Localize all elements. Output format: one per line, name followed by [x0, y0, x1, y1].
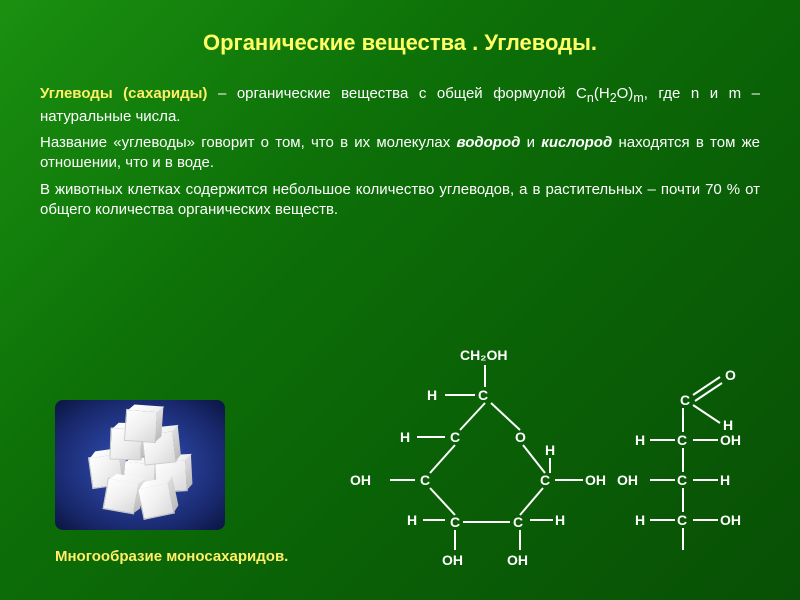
svg-text:OH: OH — [442, 552, 463, 568]
svg-text:OH: OH — [720, 512, 741, 528]
svg-text:C: C — [478, 387, 488, 403]
svg-text:OH: OH — [350, 472, 371, 488]
image-caption: Многообразие моносахаридов. — [55, 548, 288, 565]
paragraph-1: Углеводы (сахариды) – органические вещес… — [40, 84, 760, 127]
svg-text:H: H — [635, 512, 645, 528]
svg-text:H: H — [720, 472, 730, 488]
molecular-structure: CH₂OH C H C H O C OH C OH C C O — [345, 345, 765, 575]
term-carbohydrates: Углеводы (сахариды) — [40, 85, 207, 102]
svg-text:OH: OH — [585, 472, 606, 488]
svg-text:C: C — [450, 514, 460, 530]
paragraph-3: В животных клетках содержится небольшое … — [40, 180, 760, 221]
svg-text:C: C — [677, 432, 687, 448]
svg-text:H: H — [555, 512, 565, 528]
svg-text:H: H — [427, 387, 437, 403]
svg-text:H: H — [545, 442, 555, 458]
svg-text:CH₂OH: CH₂OH — [460, 347, 507, 363]
svg-text:H: H — [635, 432, 645, 448]
svg-text:C: C — [540, 472, 550, 488]
svg-text:H: H — [723, 417, 733, 433]
svg-text:O: O — [515, 429, 526, 445]
svg-text:C: C — [677, 512, 687, 528]
svg-text:OH: OH — [507, 552, 528, 568]
svg-text:C: C — [680, 392, 690, 408]
svg-text:C: C — [513, 514, 523, 530]
slide-title: Органические вещества . Углеводы. — [40, 30, 760, 56]
svg-text:O: O — [725, 367, 736, 383]
term-oxygen: кислород — [541, 134, 612, 151]
svg-text:OH: OH — [617, 472, 638, 488]
sugar-cubes-image — [55, 400, 225, 530]
svg-text:OH: OH — [720, 432, 741, 448]
svg-text:H: H — [400, 429, 410, 445]
svg-text:H: H — [407, 512, 417, 528]
svg-text:C: C — [450, 429, 460, 445]
paragraph-2: Название «углеводы» говорит о том, что в… — [40, 133, 760, 174]
svg-text:C: C — [677, 472, 687, 488]
svg-text:C: C — [420, 472, 430, 488]
term-hydrogen: водород — [457, 134, 521, 151]
